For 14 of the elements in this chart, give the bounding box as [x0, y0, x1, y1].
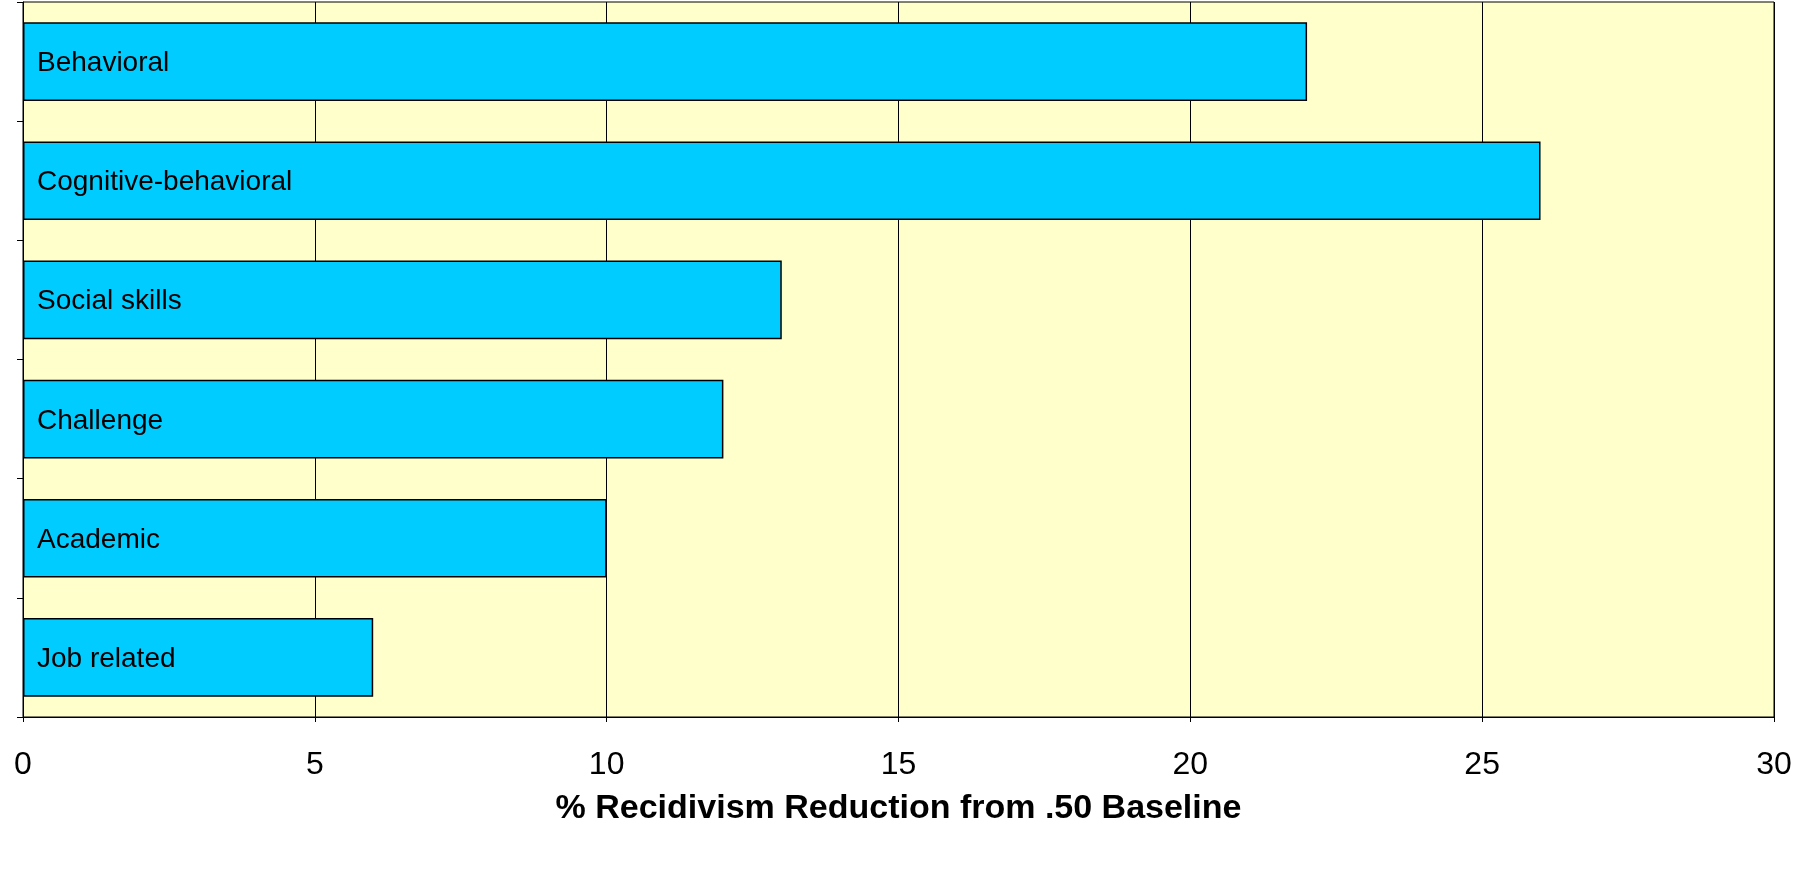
y-tick-label: Job related: [37, 641, 176, 673]
x-tick-label: 0: [14, 745, 32, 781]
y-tick-label: Academic: [37, 522, 160, 554]
x-axis-title: % Recidivism Reduction from .50 Baseline: [555, 787, 1242, 825]
x-tick-label: 10: [588, 745, 625, 781]
y-tick-label: Behavioral: [37, 46, 170, 78]
x-tick-label: 25: [1464, 745, 1500, 781]
x-tick-label: 15: [880, 745, 917, 781]
y-tick-label: Social skills: [37, 284, 182, 316]
x-tick-label: 20: [1172, 745, 1209, 781]
x-tick-label: 30: [1756, 745, 1792, 781]
y-tick-label: Challenge: [37, 403, 164, 435]
x-tick-label: 5: [305, 745, 324, 781]
y-tick-label: Cognitive-behavioral: [37, 165, 293, 197]
